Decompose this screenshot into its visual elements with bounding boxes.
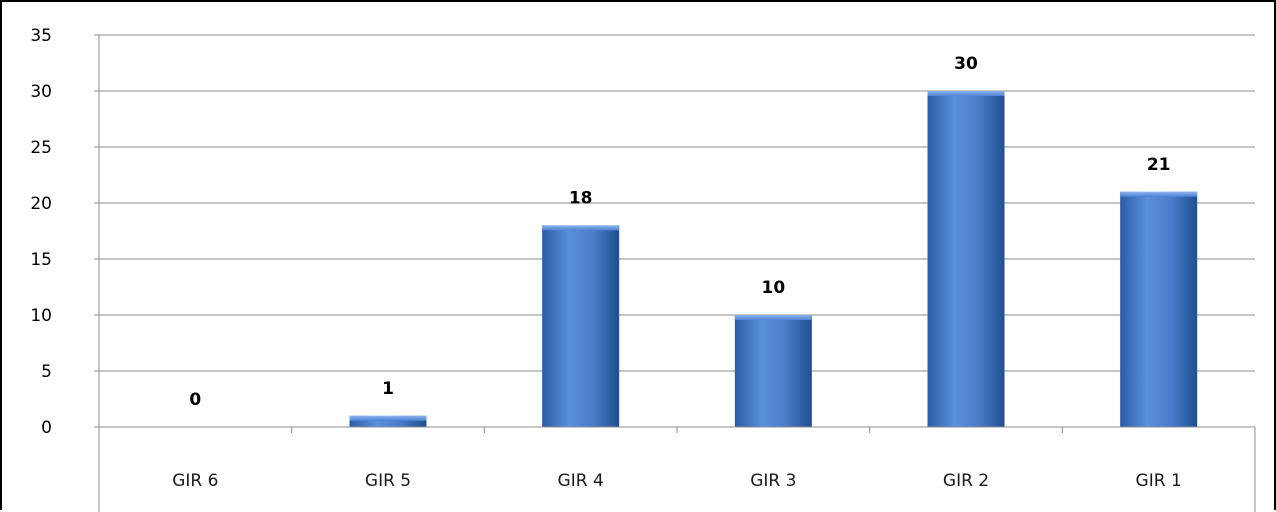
- x-category-label: GIR 5: [365, 471, 411, 491]
- data-label: 18: [569, 188, 593, 208]
- y-tick-label: 10: [30, 306, 52, 326]
- y-tick-label: 0: [41, 418, 52, 438]
- bars: [349, 91, 1198, 427]
- bar-body: [349, 415, 427, 427]
- bar-cap: [542, 225, 620, 231]
- data-labels: 0 1 18 10 30 21: [189, 54, 1170, 410]
- bar-gir-5: [349, 415, 427, 427]
- axes: [98, 35, 1256, 512]
- bar-body: [734, 315, 812, 427]
- bar-body: [927, 91, 1005, 427]
- x-category-label: GIR 6: [172, 471, 218, 491]
- x-category-label: GIR 4: [558, 471, 604, 491]
- x-category-label: GIR 2: [943, 471, 989, 491]
- y-tick-label: 5: [41, 362, 52, 382]
- bar-body: [542, 225, 620, 427]
- bar-cap: [1120, 191, 1198, 197]
- x-axis-categories: GIR 6 GIR 5 GIR 4 GIR 3 GIR 2 GIR 1: [172, 471, 1182, 491]
- data-label: 30: [954, 54, 978, 74]
- gridlines: [99, 34, 1255, 428]
- y-tick-label: 30: [30, 82, 52, 102]
- data-label: 0: [189, 390, 201, 410]
- bar-body: [1120, 191, 1198, 427]
- y-tick-label: 35: [30, 26, 52, 46]
- y-axis-ticks: 0 5 10 15 20 25 30 35: [30, 26, 99, 438]
- bar-cap: [349, 415, 427, 421]
- bar-cap: [734, 315, 812, 320]
- bar-cap: [927, 91, 1005, 96]
- y-tick-label: 25: [30, 138, 52, 158]
- data-label: 1: [382, 379, 394, 399]
- y-tick-label: 20: [30, 194, 52, 214]
- bar-gir-2: [927, 91, 1005, 427]
- bar-gir-4: [542, 225, 620, 427]
- bar-gir-1: [1120, 191, 1198, 427]
- x-category-label: GIR 1: [1136, 471, 1182, 491]
- data-label: 10: [761, 278, 785, 298]
- x-category-label: GIR 3: [750, 471, 796, 491]
- data-label: 21: [1147, 155, 1171, 175]
- y-tick-label: 15: [30, 250, 52, 270]
- bar-gir-3: [734, 315, 812, 427]
